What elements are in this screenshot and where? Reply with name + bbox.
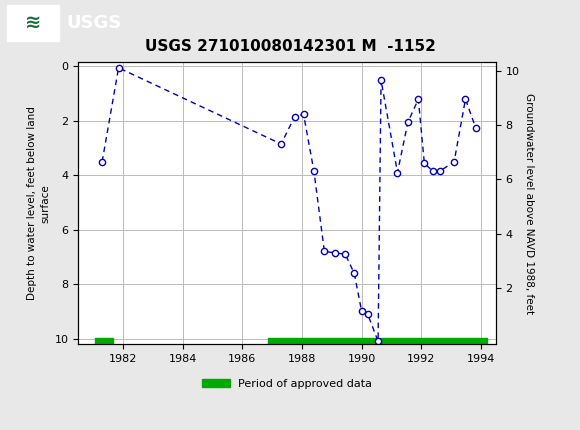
Text: ≋: ≋ — [25, 13, 41, 32]
Y-axis label: Depth to water level, feet below land
surface: Depth to water level, feet below land su… — [27, 106, 50, 300]
Y-axis label: Groundwater level above NAVD 1988, feet: Groundwater level above NAVD 1988, feet — [524, 92, 534, 314]
Bar — [7, 4, 59, 41]
Text: USGS: USGS — [67, 14, 122, 31]
Text: USGS 271010080142301 M  -1152: USGS 271010080142301 M -1152 — [144, 39, 436, 54]
Legend: Period of approved data: Period of approved data — [197, 375, 377, 393]
